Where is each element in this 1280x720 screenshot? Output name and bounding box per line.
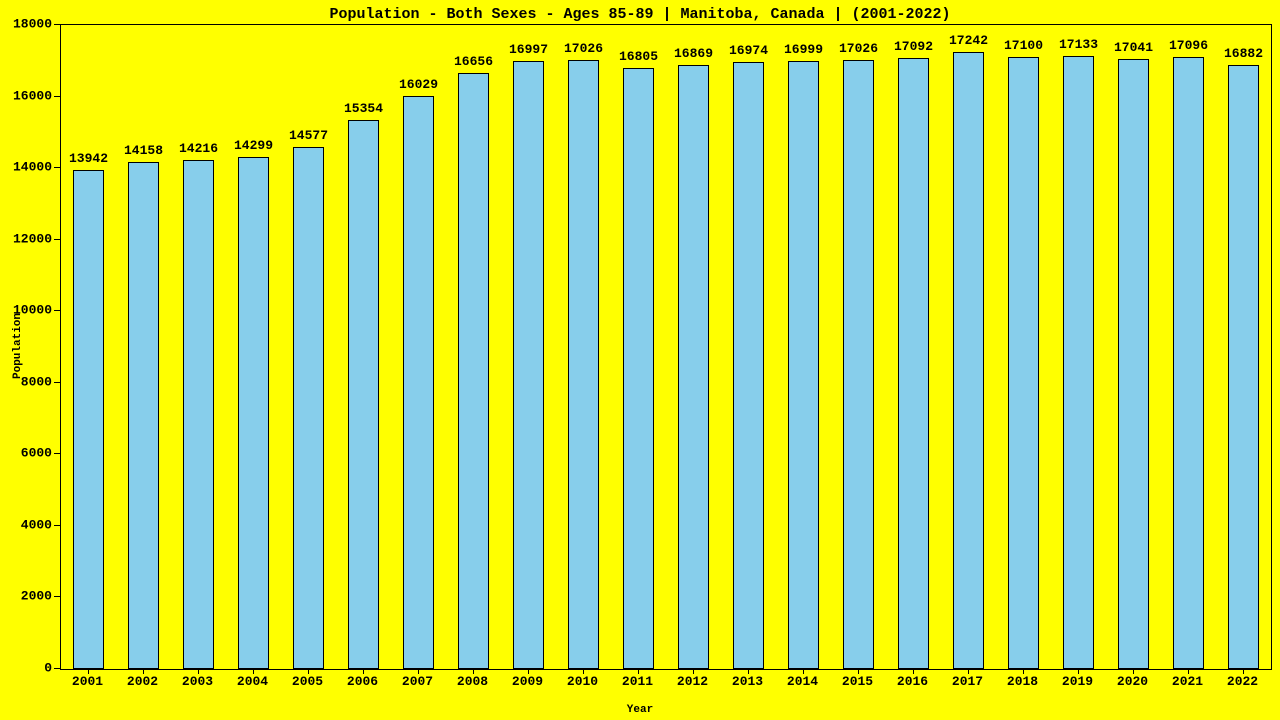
x-tick-label: 2016	[897, 674, 928, 689]
bar-value-label: 17092	[894, 39, 933, 54]
bar	[458, 73, 490, 669]
x-axis-label: Year	[0, 704, 1280, 716]
bar-value-label: 15354	[344, 101, 383, 116]
bar	[953, 52, 985, 669]
x-tick-label: 2004	[237, 674, 268, 689]
bar	[73, 170, 105, 669]
bar	[788, 61, 820, 669]
bar-value-label: 13942	[69, 151, 108, 166]
bar-value-label: 14158	[124, 143, 163, 158]
bar	[568, 60, 600, 669]
bar	[403, 96, 435, 669]
bar	[293, 147, 325, 669]
x-tick-label: 2021	[1172, 674, 1203, 689]
bar	[733, 62, 765, 669]
bar-value-label: 16882	[1224, 46, 1263, 61]
x-tick-label: 2008	[457, 674, 488, 689]
x-tick-label: 2015	[842, 674, 873, 689]
y-tick-mark	[54, 596, 60, 597]
x-tick-label: 2003	[182, 674, 213, 689]
bar-value-label: 17133	[1059, 37, 1098, 52]
x-tick-label: 2005	[292, 674, 323, 689]
bar-value-label: 17026	[564, 41, 603, 56]
x-tick-label: 2019	[1062, 674, 1093, 689]
bar-value-label: 16805	[619, 49, 658, 64]
y-tick-label: 0	[44, 661, 52, 676]
bar-value-label: 17096	[1169, 38, 1208, 53]
bar	[1008, 57, 1040, 669]
y-axis: 0200040006000800010000120001400016000180…	[0, 24, 60, 668]
y-tick-mark	[54, 310, 60, 311]
bar-value-label: 14216	[179, 141, 218, 156]
bar-value-label: 14299	[234, 138, 273, 153]
bar-value-label: 17026	[839, 41, 878, 56]
y-tick-mark	[54, 96, 60, 97]
x-tick-label: 2001	[72, 674, 103, 689]
bar-value-label: 16029	[399, 77, 438, 92]
x-tick-label: 2017	[952, 674, 983, 689]
y-tick-mark	[54, 382, 60, 383]
bar	[623, 68, 655, 669]
y-tick-label: 6000	[21, 446, 52, 461]
bar-value-label: 17041	[1114, 40, 1153, 55]
y-tick-mark	[54, 453, 60, 454]
x-tick-label: 2012	[677, 674, 708, 689]
bar-value-label: 17242	[949, 33, 988, 48]
bar	[678, 65, 710, 669]
x-tick-label: 2022	[1227, 674, 1258, 689]
x-tick-label: 2014	[787, 674, 818, 689]
y-tick-label: 18000	[13, 17, 52, 32]
y-tick-mark	[54, 167, 60, 168]
bar-value-label: 16869	[674, 46, 713, 61]
x-tick-label: 2002	[127, 674, 158, 689]
bar	[1228, 65, 1260, 669]
bar	[238, 157, 270, 669]
x-tick-label: 2018	[1007, 674, 1038, 689]
x-tick-label: 2011	[622, 674, 653, 689]
x-tick-label: 2010	[567, 674, 598, 689]
x-tick-label: 2013	[732, 674, 763, 689]
y-tick-label: 2000	[21, 589, 52, 604]
y-tick-label: 16000	[13, 88, 52, 103]
y-tick-label: 10000	[13, 303, 52, 318]
bar	[513, 61, 545, 669]
bar-value-label: 16997	[509, 42, 548, 57]
bar-value-label: 16974	[729, 43, 768, 58]
population-bar-chart: Population - Both Sexes - Ages 85-89 | M…	[0, 0, 1280, 720]
x-tick-label: 2006	[347, 674, 378, 689]
x-axis: 2001 2002 2003 2004 2005 2006 2007 2008 2009 2010…	[60, 668, 1270, 708]
y-tick-label: 8000	[21, 374, 52, 389]
bar-value-label: 14577	[289, 128, 328, 143]
y-tick-label: 4000	[21, 517, 52, 532]
bar	[1118, 59, 1150, 669]
y-tick-mark	[54, 24, 60, 25]
bar	[843, 60, 875, 669]
bar-value-label: 17100	[1004, 38, 1043, 53]
x-tick-label: 2020	[1117, 674, 1148, 689]
y-tick-label: 12000	[13, 231, 52, 246]
plot-area: 13942 14158 14216 14299 14577 15354 16029 16656…	[60, 24, 1272, 670]
bar-value-label: 16656	[454, 54, 493, 69]
bar	[348, 120, 380, 669]
bar-value-label: 16999	[784, 42, 823, 57]
bar	[1173, 57, 1205, 669]
bar	[898, 58, 930, 670]
x-tick-label: 2007	[402, 674, 433, 689]
y-tick-mark	[54, 239, 60, 240]
bar	[128, 162, 160, 669]
x-tick-label: 2009	[512, 674, 543, 689]
bar	[1063, 56, 1095, 669]
bar	[183, 160, 215, 669]
y-tick-mark	[54, 525, 60, 526]
y-tick-label: 14000	[13, 160, 52, 175]
chart-title: Population - Both Sexes - Ages 85-89 | M…	[0, 6, 1280, 23]
